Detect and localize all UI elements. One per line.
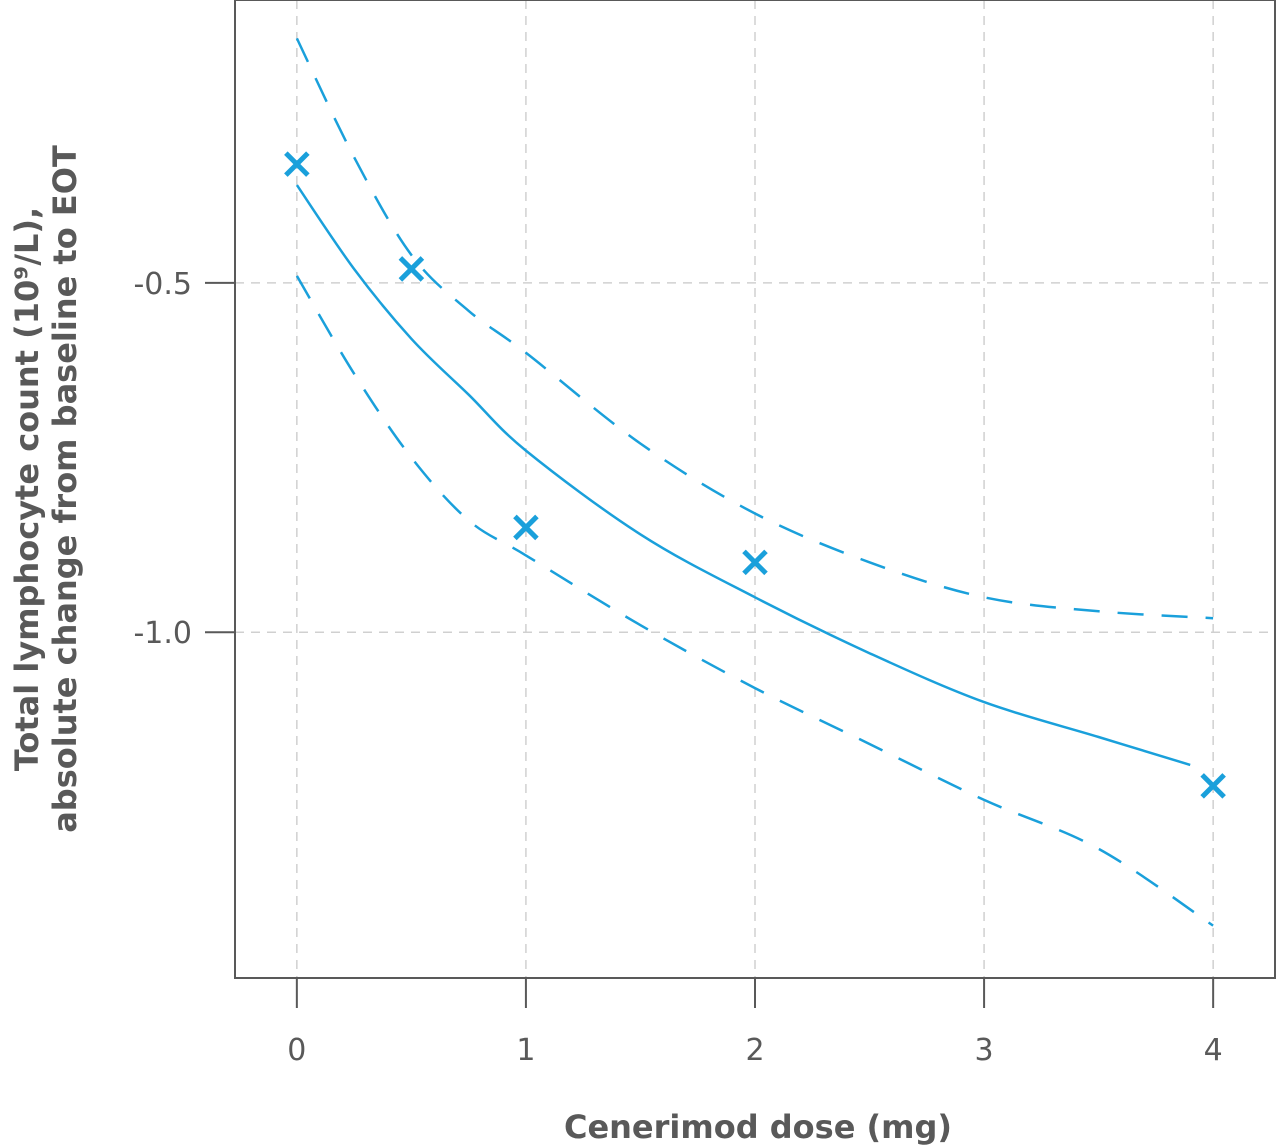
x-tick-label: 3: [975, 1033, 994, 1068]
x-tick-label: 0: [287, 1033, 306, 1068]
x-tick-label: 1: [516, 1033, 535, 1068]
y-axis-title: Total lymphocyte count (10⁹/L), absolute…: [8, 145, 84, 833]
y-axis-title-line-1: Total lymphocyte count (10⁹/L),: [8, 207, 46, 771]
observed-point: [1200, 773, 1226, 799]
fitted-curve: [295, 184, 1191, 767]
y-axis-title-line-2: absolute change from baseline to EOT: [46, 145, 84, 833]
x-tick-label: 2: [745, 1033, 764, 1068]
observed-point: [398, 256, 425, 282]
axes: 0 1 2 3 4 -0.5 -1.0: [133, 267, 1222, 1068]
x-tick-label: 4: [1204, 1033, 1223, 1068]
ci-upper-line: [295, 37, 1214, 620]
observed-markers: [284, 151, 1226, 799]
ci-lower-line: [295, 275, 1214, 927]
grid: [235, 0, 1275, 978]
observed-point: [742, 549, 768, 576]
observed-point: [284, 151, 310, 177]
series: [295, 37, 1214, 927]
y-tick-label: -1.0: [133, 616, 192, 651]
x-axis-title: Cenerimod dose (mg): [564, 1108, 952, 1146]
y-tick-label: -0.5: [133, 267, 192, 302]
observed-point: [513, 514, 539, 541]
